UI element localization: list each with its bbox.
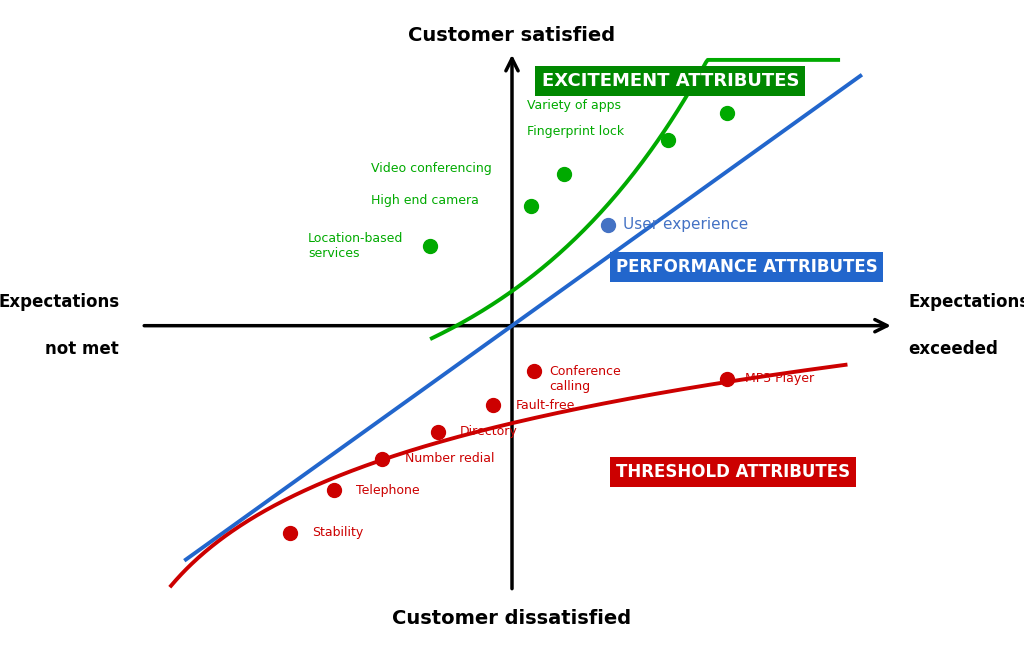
Text: User experience: User experience xyxy=(624,217,749,232)
Text: Stability: Stability xyxy=(312,527,364,539)
Text: exceeded: exceeded xyxy=(908,340,998,358)
Text: EXCITEMENT ATTRIBUTES: EXCITEMENT ATTRIBUTES xyxy=(542,72,799,90)
Text: MP3 Player: MP3 Player xyxy=(745,372,815,386)
Text: Telephone: Telephone xyxy=(356,484,420,497)
Text: Number redial: Number redial xyxy=(404,452,494,465)
Text: Variety of apps: Variety of apps xyxy=(526,99,621,112)
Text: Fingerprint lock: Fingerprint lock xyxy=(526,125,624,138)
Text: not met: not met xyxy=(45,340,119,358)
Text: Expectations: Expectations xyxy=(908,293,1024,311)
Text: THRESHOLD ATTRIBUTES: THRESHOLD ATTRIBUTES xyxy=(615,463,850,481)
Text: Fault-free: Fault-free xyxy=(516,399,575,412)
Text: Customer satisfied: Customer satisfied xyxy=(409,26,615,45)
Text: High end camera: High end camera xyxy=(371,194,479,207)
Text: Expectations: Expectations xyxy=(0,293,119,311)
Text: Customer dissatisfied: Customer dissatisfied xyxy=(392,609,632,628)
Text: Directory: Directory xyxy=(460,426,518,438)
Text: Video conferencing: Video conferencing xyxy=(371,163,492,175)
Text: Location-based
services: Location-based services xyxy=(308,232,403,260)
Text: PERFORMANCE ATTRIBUTES: PERFORMANCE ATTRIBUTES xyxy=(615,258,878,276)
Text: Conference
calling: Conference calling xyxy=(549,365,621,393)
